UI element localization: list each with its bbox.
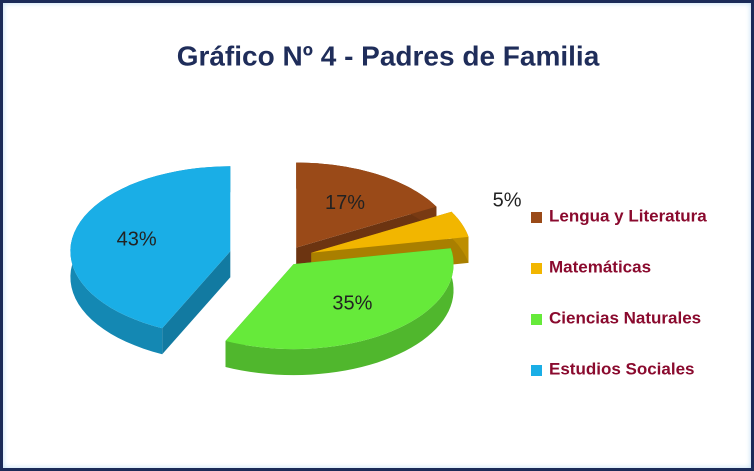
chart-title: Gráfico Nº 4 - Padres de Familia (177, 40, 600, 71)
legend-label: Lengua y Literatura (549, 206, 707, 225)
slice-rim (225, 248, 454, 376)
legend-swatch (531, 365, 542, 376)
slice-top (70, 166, 231, 329)
legend-label: Ciencias Naturales (549, 308, 701, 327)
data-label: 35% (332, 293, 372, 315)
legend-label: Matemáticas (549, 257, 651, 276)
legend-swatch (531, 263, 542, 274)
slice-top (225, 248, 454, 350)
slice-side (162, 251, 231, 355)
data-label: 17% (325, 192, 365, 214)
data-label: 43% (117, 228, 157, 250)
pie-slice (70, 166, 231, 355)
slice-top (296, 162, 437, 248)
legend-label: Estudios Sociales (549, 359, 695, 378)
pie-slice (225, 248, 454, 376)
slice-top (311, 211, 469, 253)
data-label: 5% (493, 190, 522, 212)
legend-swatch (531, 314, 542, 325)
chart: Gráfico Nº 4 - Padres de Familia 17% 5% 35… (70, 40, 707, 378)
legend-swatch (531, 212, 542, 223)
